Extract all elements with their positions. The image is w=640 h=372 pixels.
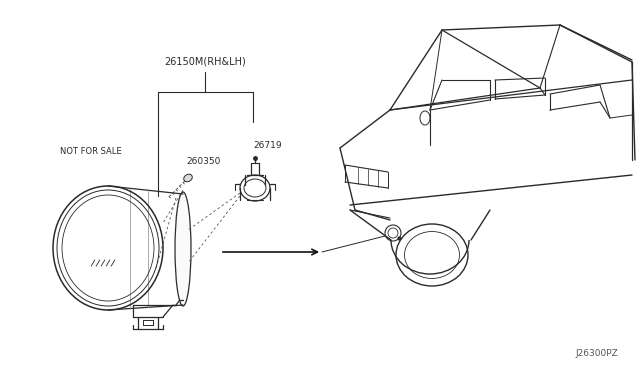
Text: J26300PZ: J26300PZ	[575, 349, 618, 358]
Text: 260350: 260350	[186, 157, 220, 167]
Ellipse shape	[176, 193, 190, 305]
Ellipse shape	[184, 174, 192, 182]
Text: 26719: 26719	[253, 141, 282, 151]
Text: 26150M(RH&LH): 26150M(RH&LH)	[164, 57, 246, 67]
Text: NOT FOR SALE: NOT FOR SALE	[60, 148, 122, 157]
